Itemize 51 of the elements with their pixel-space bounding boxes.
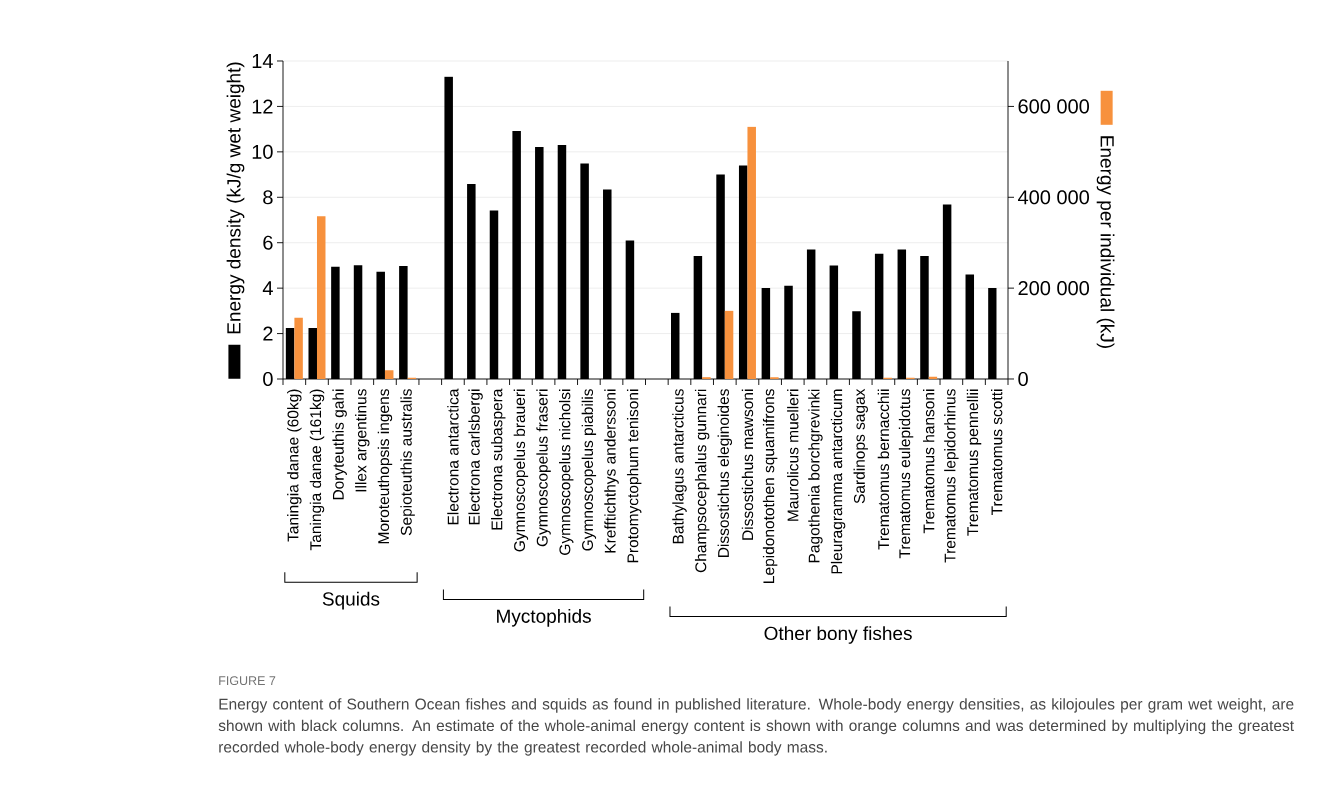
x-tick-label: Gymnoscopelus fraseri xyxy=(536,389,551,547)
y-tick-label: 0 xyxy=(263,371,273,387)
y-tick-label: 2 xyxy=(263,326,273,341)
x-tick-label: Champsocephalus gunnari xyxy=(694,389,710,573)
text: Squids xyxy=(322,591,380,610)
x-tick-label: Trematomus lepidorhinus xyxy=(944,389,959,563)
x-tick-label: Taningia danae (60kg) xyxy=(287,389,302,542)
y2-tick-label: 400 000 xyxy=(1018,190,1090,205)
y-tick-label: 12 xyxy=(252,99,273,114)
y-tick-label: 6 xyxy=(263,235,273,250)
x-tick-label: Dissostichus mawsoni xyxy=(741,389,754,540)
x-tick-label: Electrona carlsbergi xyxy=(468,389,483,525)
bar xyxy=(384,370,394,379)
y-tick-label: 8 xyxy=(263,190,273,205)
x-tick-label: Dissostichus eleginoides xyxy=(717,389,733,557)
x-tick-label: Pleuragramma antarcticum xyxy=(830,389,846,574)
y2-tick-label: 0 xyxy=(1018,371,1028,387)
y-tick-label: 10 xyxy=(252,144,273,159)
y-axis-title: Energy density (kJ/g wet weight) xyxy=(226,62,245,334)
text: Myctophids xyxy=(497,608,591,627)
x-tick-label: Trematomus pennellii xyxy=(966,389,982,536)
x-tick-label: Lepidonotothen squamifrons xyxy=(762,389,778,583)
x-tick-label: Protomyctophum tenisoni xyxy=(626,389,642,563)
x-tick-label: Pagothenia borchgrevinki xyxy=(808,389,823,563)
text: Other bony fishes xyxy=(764,626,912,644)
x-tick-label: Sepioteuthis australis xyxy=(400,389,415,536)
x-tick-label: Krefftichthys anderssoni xyxy=(604,389,619,553)
caption: FIGURE 7 xyxy=(219,676,276,686)
x-tick-label: Sardinops sagax xyxy=(853,388,868,504)
text: Energy content of Southern Ocean fishes and squids as found in published literature. Whole-body energy densities, as kilojoules per gram wet weight, are shown with black columns. An estimate of the whole-animal energy content is shown with orange columns and was determined by multiplying the greatest recorded whole-body energy density by the greatest recorded whole-animal body mass. xyxy=(218,698,1294,756)
x-tick-label: Trematomus eulepidotus xyxy=(898,389,914,559)
x-tick-label: Taningia danae (161kg) xyxy=(309,389,325,551)
x-tick-label: Electrona subaspera xyxy=(491,388,506,530)
x-tick-label: Illex argentinus xyxy=(355,389,370,492)
y2-axis-title: Energy per individual (kJ) xyxy=(1096,136,1115,348)
x-tick-label: Gymnoscopelus braueri xyxy=(513,389,529,552)
x-tick-label: Electrona antarctica xyxy=(447,388,459,525)
y2-tick-label: 200 000 xyxy=(1018,281,1090,296)
y-tick-label: 14 xyxy=(252,54,273,68)
x-tick-label: Doryteuthis gahi xyxy=(332,389,347,500)
x-tick-label: Bathylagus antarcticus xyxy=(672,389,687,544)
x-tick-label: Trematomus bernacchii xyxy=(877,389,890,550)
bar xyxy=(316,216,326,379)
x-tick-label: Trematomus scotti xyxy=(990,389,1003,516)
x-tick-label: Gymnoscopelus nicholsi xyxy=(558,389,574,555)
x-tick-label: Maurolicus muelleri xyxy=(787,389,799,521)
y-tick-label: 4 xyxy=(262,281,273,296)
x-tick-label: Gymnoscopelus piabilis xyxy=(581,389,597,551)
x-tick-label: Moroteuthopsis ingens xyxy=(377,389,393,544)
y2-tick-label: 600 000 xyxy=(1018,99,1090,114)
x-tick-label: Trematomus hansoni xyxy=(923,389,935,534)
